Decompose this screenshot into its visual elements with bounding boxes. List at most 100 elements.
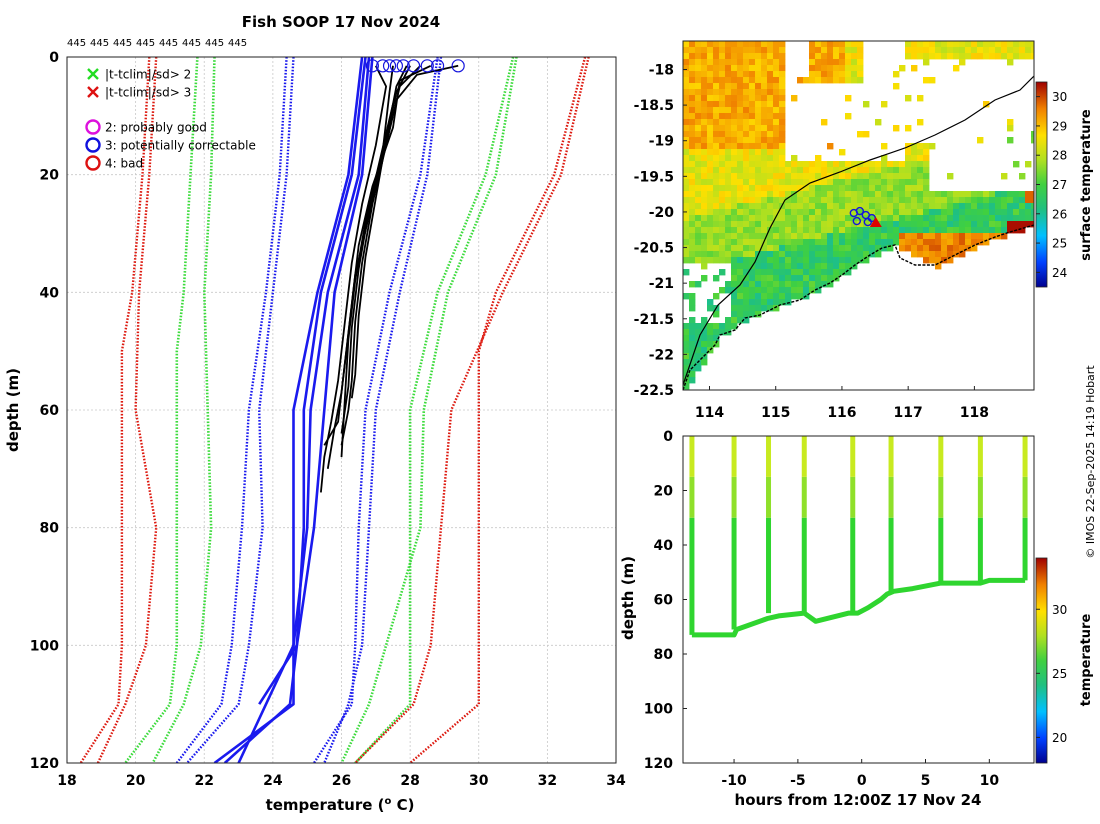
sst-cell: [821, 59, 828, 66]
sst-cell: [725, 161, 732, 168]
sst-cell: [689, 305, 696, 312]
sst-cell: [959, 47, 966, 54]
sst-cell: [767, 299, 774, 306]
sst-cell: [683, 227, 690, 234]
sst-cell: [701, 203, 708, 210]
sst-cell: [887, 203, 894, 210]
sst-cell: [899, 239, 906, 246]
sst-cell: [695, 209, 702, 216]
sst-cell: [911, 149, 918, 156]
sst-cell: [833, 209, 840, 216]
sst-cell: [683, 341, 690, 348]
sst-cell: [875, 209, 882, 216]
sst-cell: [851, 179, 858, 186]
sst-cell: [731, 113, 738, 120]
series-green-dotted: [151, 57, 216, 763]
sst-cell: [881, 203, 888, 210]
sst-cell: [737, 197, 744, 204]
sst-cell: [983, 203, 990, 210]
sst-cell: [995, 227, 1002, 234]
sst-cell: [701, 233, 708, 240]
sst-cell: [995, 53, 1002, 60]
sst-cell: [749, 209, 756, 216]
x-tick-label: 28: [400, 773, 419, 789]
sst-cell: [773, 131, 780, 138]
sst-cell: [749, 269, 756, 276]
sst-cell: [683, 59, 690, 66]
sst-cell: [899, 203, 906, 210]
sst-cell: [749, 65, 756, 72]
sst-cell: [947, 53, 954, 60]
sst-cell: [815, 263, 822, 270]
sst-cell: [749, 95, 756, 102]
sst-cell: [755, 41, 762, 48]
sst-cell: [713, 125, 720, 132]
sst-cell: [863, 191, 870, 198]
sst-cell: [767, 71, 774, 78]
sst-cell: [923, 77, 930, 84]
sst-cell: [713, 173, 720, 180]
sst-cell: [713, 89, 720, 96]
sst-cell: [755, 191, 762, 198]
sst-cell: [737, 119, 744, 126]
sst-cell: [809, 251, 816, 258]
sst-cell: [935, 197, 942, 204]
sst-cell: [701, 41, 708, 48]
sst-cell: [779, 107, 786, 114]
sst-cell: [689, 293, 696, 300]
sst-cell: [845, 167, 852, 174]
sst-cell: [773, 95, 780, 102]
sst-cell: [701, 227, 708, 234]
sst-cell: [773, 101, 780, 108]
sst-cell: [713, 59, 720, 66]
sst-cell: [695, 149, 702, 156]
sst-cell: [689, 149, 696, 156]
sst-cell: [875, 245, 882, 252]
series-red-dotted: [96, 57, 158, 763]
sst-cell: [887, 227, 894, 234]
sst-cell: [905, 221, 912, 228]
sst-cell: [701, 209, 708, 216]
sst-cell: [935, 215, 942, 222]
sst-cell: [815, 59, 822, 66]
sst-cell: [1013, 41, 1020, 48]
sst-cell: [695, 95, 702, 102]
sst-cell: [839, 41, 846, 48]
sst-cell: [713, 215, 720, 222]
sst-cell: [683, 251, 690, 258]
sst-cell: [701, 179, 708, 186]
sst-cell: [731, 137, 738, 144]
sst-cell: [1025, 221, 1032, 228]
sst-cell: [743, 161, 750, 168]
sst-cell: [773, 125, 780, 132]
sst-cell: [809, 191, 816, 198]
sst-cell: [875, 191, 882, 198]
sst-cell: [905, 209, 912, 216]
sst-cell: [947, 191, 954, 198]
sst-cell: [947, 47, 954, 54]
sst-cell: [881, 155, 888, 162]
sst-cell: [683, 353, 690, 360]
coastline: [683, 224, 1034, 390]
sst-cell: [827, 41, 834, 48]
sst-cell: [767, 179, 774, 186]
sst-cell: [719, 41, 726, 48]
sst-cell: [695, 65, 702, 72]
sst-cell: [701, 47, 708, 54]
x-tick-label: 34: [606, 773, 626, 789]
sst-cell: [821, 41, 828, 48]
sst-cell: [827, 179, 834, 186]
sst-cell: [1007, 53, 1014, 60]
sst-cell: [725, 257, 732, 264]
sst-cell: [743, 41, 750, 48]
sst-cell: [791, 257, 798, 264]
sst-cell: [773, 173, 780, 180]
sst-cell: [821, 257, 828, 264]
sst-cell: [839, 257, 846, 264]
sst-cell: [725, 191, 732, 198]
series-black-solid: [350, 65, 408, 399]
sst-cell: [725, 125, 732, 132]
sst-cell: [833, 77, 840, 84]
sst-cell: [845, 77, 852, 84]
sst-cell: [869, 233, 876, 240]
